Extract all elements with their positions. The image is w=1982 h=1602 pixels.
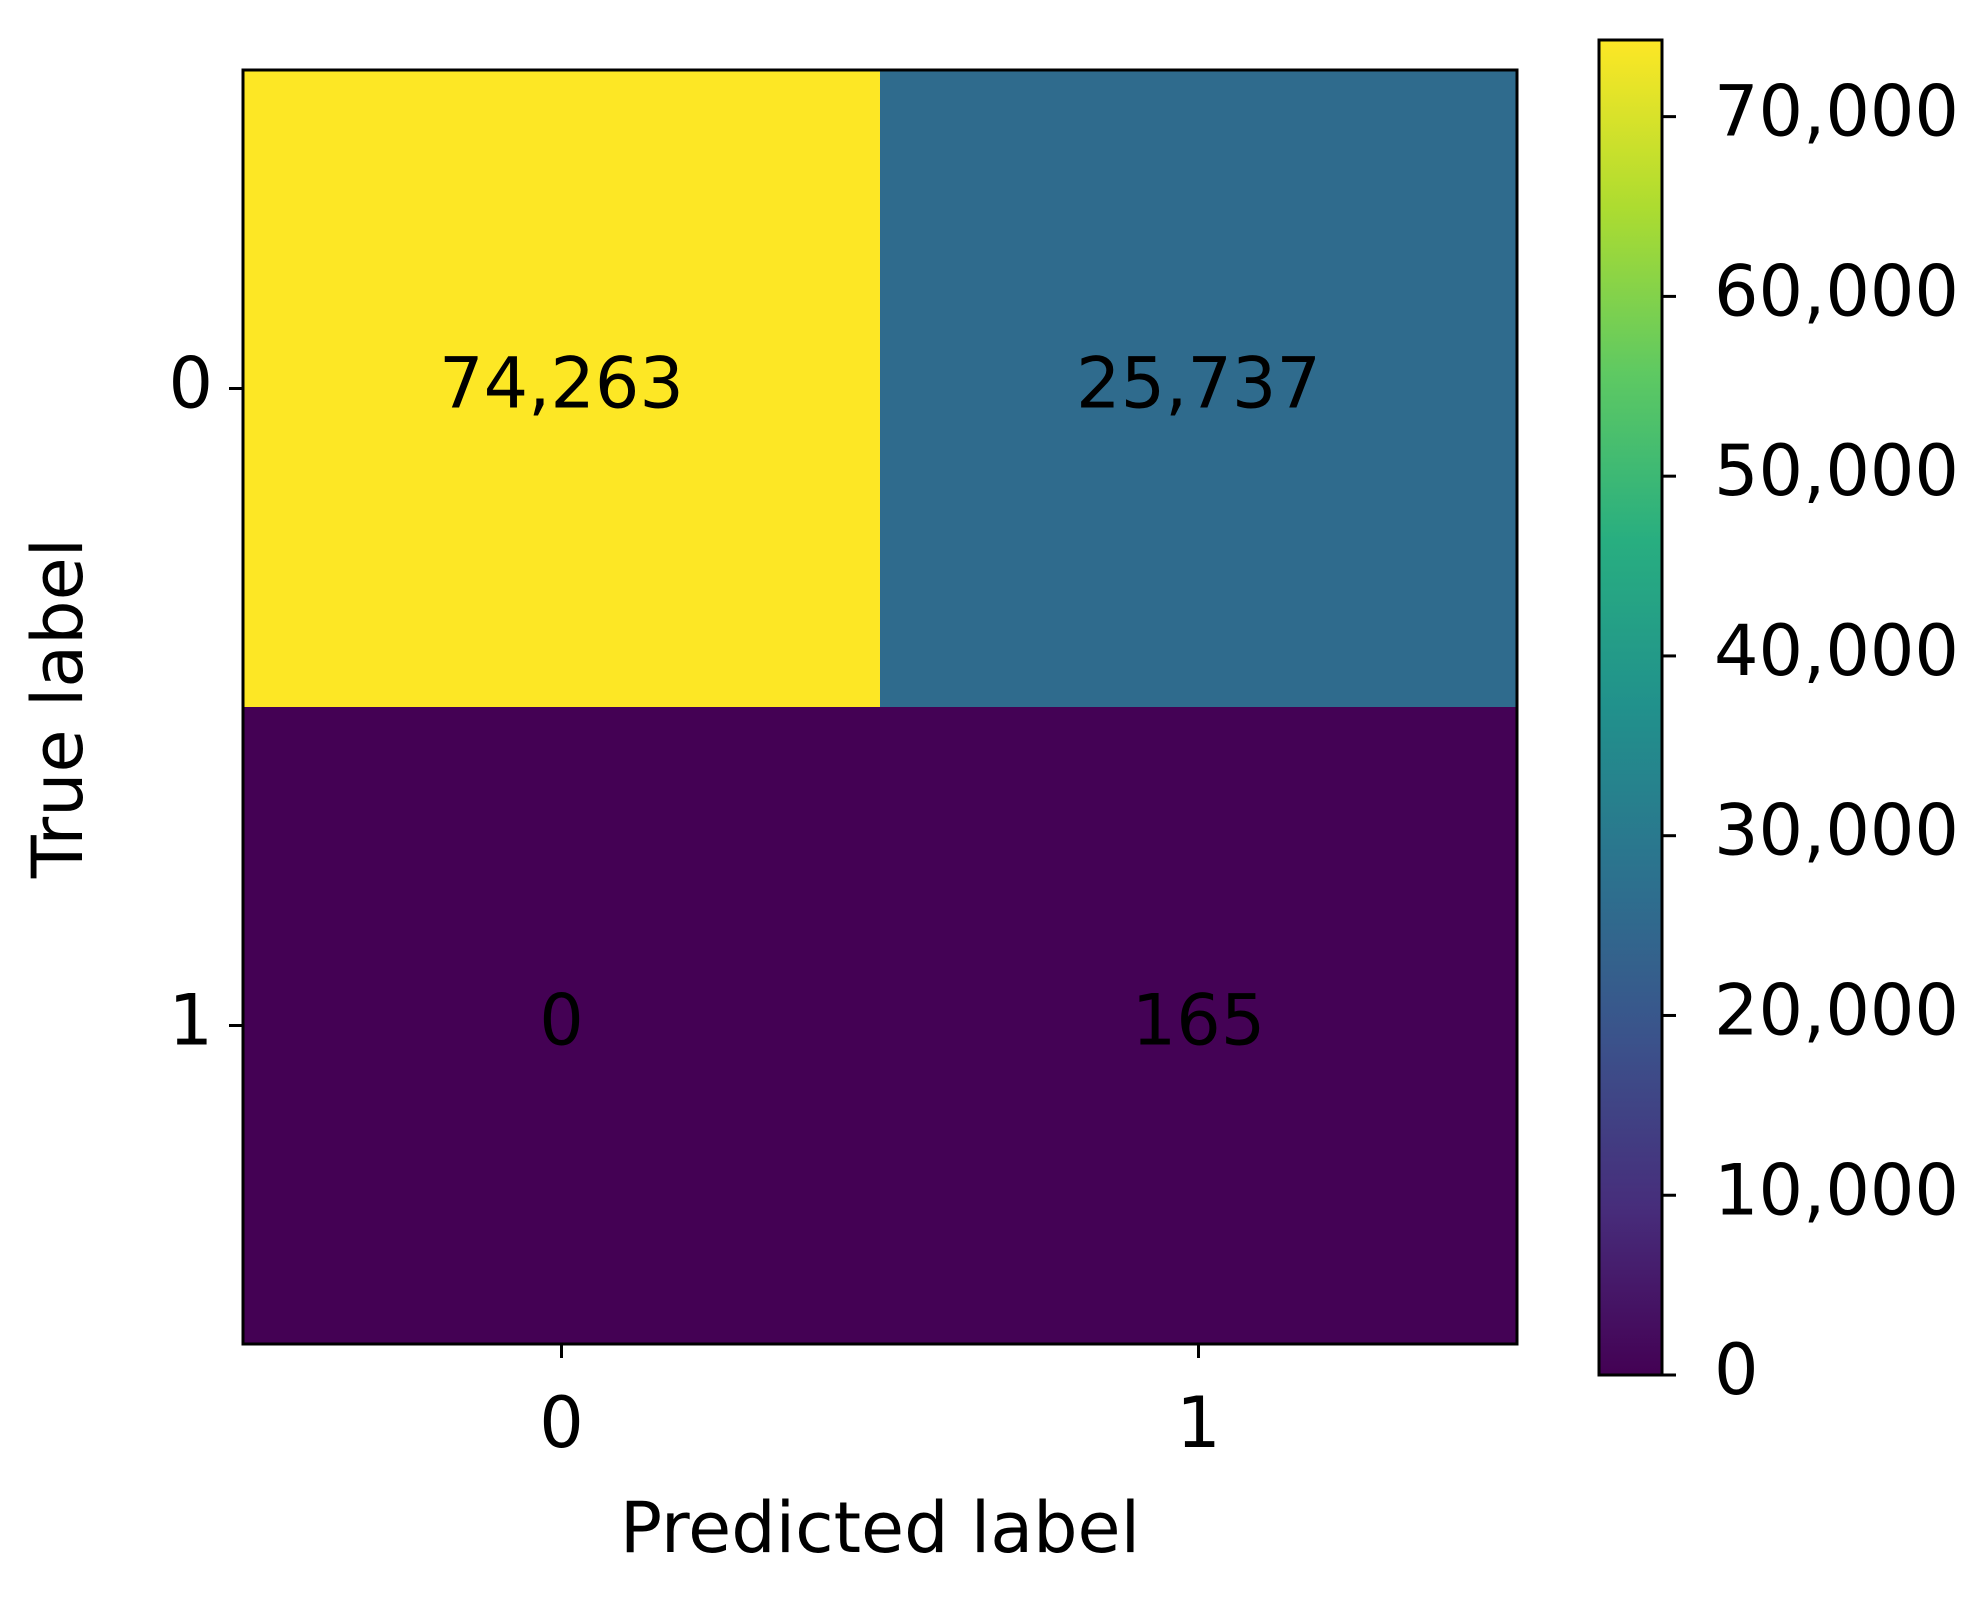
colorbar-tick-label: 20,000 [1714, 969, 1959, 1051]
colorbar-tick-label: 60,000 [1714, 250, 1959, 332]
colorbar-frame [1597, 38, 1664, 1377]
colorbar [1599, 40, 1662, 1375]
y-tick-label: 1 [168, 980, 213, 1062]
cell-label: 0 [539, 980, 584, 1062]
heatmap-cell [243, 707, 881, 1345]
plot-frame [241, 68, 1519, 1346]
y-axis-label: True label [17, 538, 99, 879]
colorbar-tick-label: 70,000 [1714, 71, 1959, 153]
x-tick-label: 1 [1176, 1382, 1221, 1464]
colorbar-tick-label: 0 [1714, 1329, 1759, 1411]
heatmap-cells [243, 70, 1518, 1345]
y-tick-label: 0 [168, 343, 213, 425]
cell-label: 25,737 [1076, 343, 1321, 425]
colorbar-tick-label: 50,000 [1714, 430, 1959, 512]
heatmap-cell [880, 70, 1518, 708]
colorbar-tick-label: 40,000 [1714, 610, 1959, 692]
colorbar-tick-label: 30,000 [1714, 790, 1959, 872]
heatmap-cell [880, 707, 1518, 1345]
heatmap-cell [243, 70, 881, 708]
x-tick-label: 0 [539, 1382, 584, 1464]
x-axis-label: Predicted label [620, 1487, 1140, 1569]
cell-label: 165 [1132, 980, 1266, 1062]
colorbar-tick-label: 10,000 [1714, 1149, 1959, 1231]
cell-label: 74,263 [439, 343, 684, 425]
